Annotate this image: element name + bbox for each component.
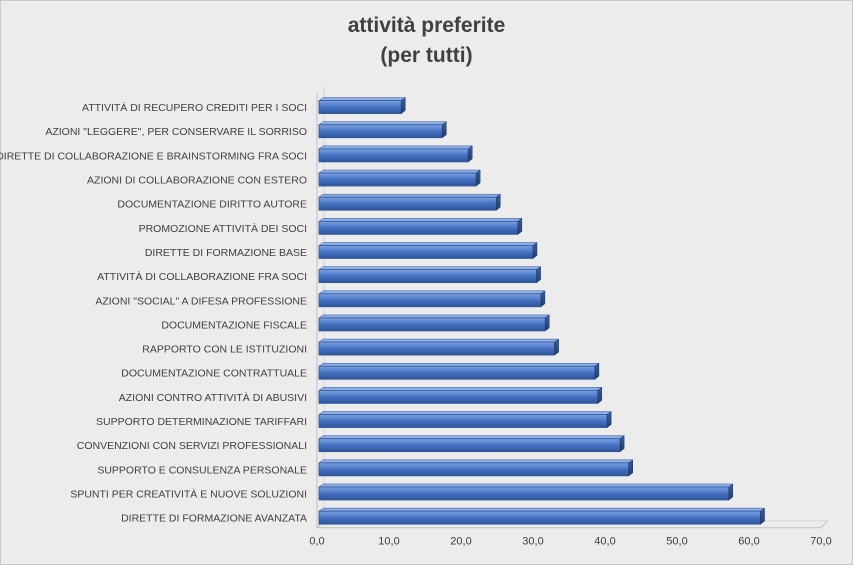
bar — [318, 317, 546, 332]
x-tick-label: 40,0 — [594, 536, 615, 548]
bar-end-face — [628, 459, 634, 477]
category-label: AZIONI "SOCIAL" A DIFESA PROFESSIONE — [95, 295, 307, 307]
category-label: RAPPORTO CON LE ISTITUZIONI — [142, 344, 307, 356]
category-label: DIRETTE DI COLLABORAZIONE E BRAINSTORMIN… — [0, 150, 307, 162]
category-label: AZIONI CONTRO ATTIVITÀ DI ABUSIVI — [119, 391, 307, 404]
bar-end-face — [496, 193, 501, 211]
category-label: AZIONI "LEGGERE", PER CONSERVARE IL SORR… — [45, 126, 307, 138]
bar-end-face — [760, 507, 765, 525]
bar — [318, 269, 538, 284]
bar-top-face — [318, 218, 523, 222]
category-label: DOCUMENTAZIONE FISCALE — [161, 319, 307, 331]
chart-subtitle: (per tutti) — [380, 44, 473, 67]
bar-end-face — [728, 483, 734, 501]
chart-title: attività preferite — [347, 14, 506, 37]
x-tick-label: 30,0 — [522, 536, 543, 548]
bar — [318, 341, 556, 356]
bar — [318, 389, 599, 404]
bar — [318, 124, 443, 139]
bar — [318, 172, 477, 187]
category-label: DOCUMENTAZIONE DIRITTO AUTORE — [117, 199, 307, 211]
bar-end-face — [536, 266, 541, 284]
category-label: AZIONI DI COLLABORAZIONE CON ESTERO — [87, 175, 307, 187]
x-tick-label: 0,0 — [309, 536, 324, 548]
x-tick-label: 60,0 — [738, 536, 759, 548]
category-label: ATTIVITÀ DI COLLABORAZIONE FRA SOCI — [97, 270, 307, 283]
bar-top-face — [318, 145, 473, 150]
bar-end-face — [554, 338, 559, 356]
x-tick-label: 10,0 — [378, 536, 399, 548]
bar — [318, 510, 761, 525]
bar-top-face — [318, 121, 448, 125]
bar-top-face — [318, 387, 603, 391]
category-label: DOCUMENTAZIONE CONTRATTUALE — [121, 368, 307, 380]
x-tick-label: 70,0 — [810, 536, 831, 548]
bar-end-face — [606, 411, 612, 429]
bar-end-face — [619, 435, 625, 453]
bar-end-face — [597, 386, 603, 404]
bar — [318, 486, 730, 501]
bar — [318, 293, 542, 308]
bar-top-face — [318, 314, 550, 319]
bar-end-face — [400, 97, 406, 115]
bar — [318, 245, 534, 259]
bar-top-face — [318, 435, 625, 439]
bar — [318, 148, 469, 163]
category-label: SUPPORTO E CONSULENZA PERSONALE — [97, 464, 307, 476]
bar-top-face — [318, 97, 406, 101]
x-tick-label: 50,0 — [666, 536, 687, 548]
category-label: CONVENZIONI CON SERVIZI PROFESSIONALI — [77, 440, 307, 452]
bar — [318, 365, 596, 380]
category-label: DIRETTE DI FORMAZIONE BASE — [145, 247, 307, 259]
category-label: ATTIVITÀ DI RECUPERO CREDITI PER I SOCI — [82, 101, 307, 114]
bar-end-face — [475, 169, 481, 187]
bar-end-face — [442, 121, 447, 139]
category-label: SUPPORTO DETERMINAZIONE TARIFFARI — [96, 416, 307, 428]
bar — [318, 414, 608, 428]
category-label: DIRETTE DI FORMAZIONE AVANZATA — [121, 513, 307, 525]
bar-top-face — [318, 507, 766, 512]
bar-top-face — [318, 411, 612, 415]
bar-top-face — [318, 242, 538, 246]
bar-top-face — [318, 483, 734, 488]
category-label: PROMOZIONE ATTIVITÀ DEI SOCI — [139, 222, 307, 235]
bar — [318, 220, 519, 235]
bar-end-face — [532, 241, 538, 259]
bar-top-face — [318, 169, 481, 174]
x-tick-label: 20,0 — [450, 536, 471, 548]
bar-end-face — [544, 314, 550, 332]
bar-top-face — [318, 338, 560, 343]
bar-top-face — [318, 193, 502, 198]
bar-end-face — [540, 290, 546, 308]
bar-end-face — [517, 217, 523, 235]
bar-end-face — [467, 145, 473, 163]
bar-end-face — [594, 362, 600, 380]
bar-top-face — [318, 266, 542, 270]
bar-top-face — [318, 362, 600, 367]
bar-top-face — [318, 459, 634, 464]
bar — [318, 438, 621, 453]
bar — [318, 100, 402, 114]
bar — [318, 196, 497, 211]
bar — [318, 462, 630, 477]
floor-edge-right — [820, 520, 829, 529]
bar-top-face — [318, 290, 546, 295]
category-label: SPUNTI PER CREATIVITÀ E NUOVE SOLUZIONI — [70, 487, 307, 500]
